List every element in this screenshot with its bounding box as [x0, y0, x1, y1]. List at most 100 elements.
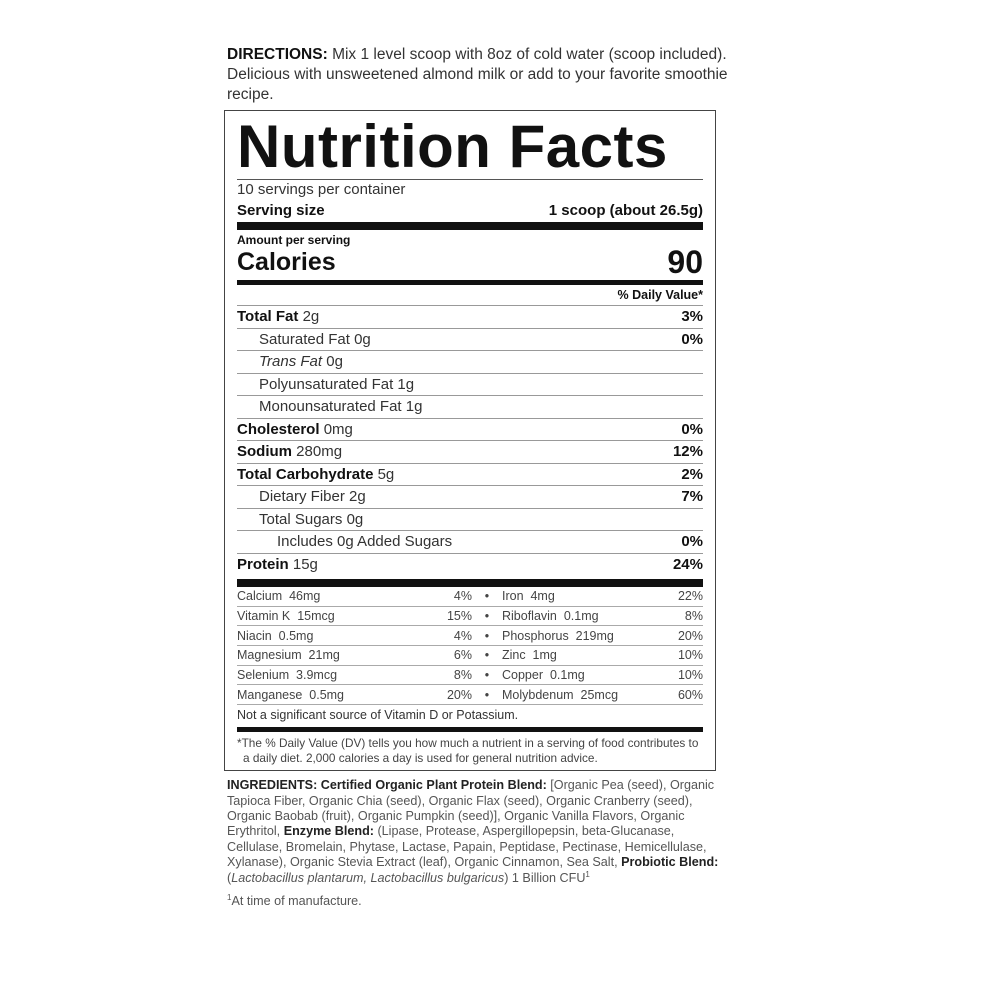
nutrient-amount: 5g — [377, 465, 395, 483]
nutrient-list: Total Fat 2g 3% Saturated Fat 0g 0% Trans Fa… — [237, 305, 703, 575]
nutrient-name: Cholesterol 0mg — [237, 421, 353, 438]
nutrient-row: Polyunsaturated Fat 1g — [237, 372, 703, 396]
nutrient-daily-value: 2% — [681, 465, 703, 483]
nutrient-amount: 0g — [346, 510, 364, 528]
micronutrient-right: Molybdenum 25mcg — [502, 687, 619, 702]
probiotic-open: ( — [227, 870, 232, 885]
nutrient-label: Monounsaturated Fat — [259, 398, 402, 416]
calories-label: Calories — [237, 248, 336, 276]
micronutrient-right-dv: 60% — [677, 687, 703, 702]
divider — [237, 179, 703, 180]
manufacture-footnote-text: At time of manufacture. — [231, 893, 362, 908]
amount-per-serving: Amount per serving — [237, 233, 351, 247]
nutrient-label: Total Carbohydrate — [237, 465, 374, 483]
nutrient-label: Protein — [237, 555, 289, 573]
nutrient-daily-value: 12% — [672, 443, 703, 461]
nutrient-row: Includes 0g Added Sugars 0% — [237, 530, 703, 553]
micronutrient-left: Manganese 0.5mg — [237, 687, 345, 702]
micronutrient-right-dv: 22% — [677, 589, 703, 604]
nutrient-name: Includes 0g Added Sugars — [237, 533, 452, 550]
enzyme-blend-text: (Lipase, Protease, Aspergillopepsin, bet… — [227, 824, 707, 870]
micronutrient-right-dv: 10% — [677, 668, 703, 683]
separator-dot: • — [484, 668, 490, 683]
directions-text: Mix 1 level scoop with 8oz of cold water… — [227, 46, 728, 103]
nutrient-daily-value: 3% — [681, 308, 703, 326]
protein-blend-label: Certified Organic Plant Protein Blend: — [320, 778, 547, 793]
nutrient-daily-value: 0% — [681, 330, 703, 348]
micronutrient-right: Zinc 1mg — [502, 648, 557, 663]
page: DIRECTIONS: Mix 1 level scoop with 8oz o… — [224, 45, 729, 909]
micronutrient-left-dv: 4% — [453, 628, 472, 643]
micronutrient-row: Calcium 46mg 4% • Iron 4mg 22% — [237, 587, 703, 607]
serving-size-row: Serving size 1 scoop (about 26.5g) — [237, 200, 703, 222]
calories-value: 90 — [667, 244, 703, 280]
nutrient-name: Polyunsaturated Fat 1g — [237, 376, 414, 393]
nutrient-daily-value: 7% — [681, 488, 703, 506]
nutrient-row: Total Sugars 0g — [237, 507, 703, 531]
micronutrient-left: Magnesium 21mg — [237, 648, 340, 663]
nutrient-label: Trans Fat — [259, 353, 323, 371]
directions-label: DIRECTIONS: — [227, 46, 328, 63]
nutrient-row: Total Carbohydrate 5g 2% — [237, 462, 703, 486]
serving-size-value: 1 scoop (about 26.5g) — [548, 202, 703, 219]
nutrient-row: Cholesterol 0mg 0% — [237, 417, 703, 441]
nutrient-label: Polyunsaturated Fat — [259, 375, 394, 393]
nutrient-name: Monounsaturated Fat 1g — [237, 398, 422, 415]
micronutrient-left: Selenium 3.9mcg — [237, 668, 338, 683]
nutrient-amount: 280mg — [296, 443, 343, 461]
thick-divider — [237, 579, 703, 587]
medium-divider — [237, 727, 703, 733]
nutrient-amount: 2g — [349, 488, 366, 506]
nutrient-name: Dietary Fiber 2g — [237, 488, 366, 505]
micronutrient-right-dv: 8% — [684, 609, 703, 624]
nutrient-name: Sodium 280mg — [237, 443, 342, 460]
nutrient-amount: 2g — [302, 308, 320, 326]
nutrient-amount: 0g — [354, 330, 371, 348]
nutrient-label: Sodium — [237, 443, 292, 461]
ingredients-label: INGREDIENTS: — [227, 778, 318, 793]
separator-dot: • — [484, 648, 490, 663]
micronutrient-left-dv: 15% — [446, 609, 472, 624]
probiotic-text: ) 1 Billion CFU — [504, 870, 586, 885]
nutrient-amount: 0g — [326, 353, 343, 371]
directions: DIRECTIONS: Mix 1 level scoop with 8oz o… — [224, 45, 729, 105]
calories-row: Calories 90 — [237, 244, 703, 280]
micronutrient-list: Calcium 46mg 4% • Iron 4mg 22% Vitamin K 15mc… — [237, 587, 703, 706]
nutrient-amount: 15g — [292, 555, 318, 573]
nutrient-daily-value: 0% — [681, 533, 703, 551]
nutrient-label: Total Fat — [237, 308, 299, 326]
probiotic-blend-label: Probiotic Blend: — [621, 855, 719, 870]
nutrient-name: Total Sugars 0g — [237, 511, 363, 528]
panel-title: Nutrition Facts — [237, 113, 668, 180]
daily-value-footnote: *The % Daily Value (DV) tells you how mu… — [237, 736, 699, 766]
manufacture-footnote: 1At time of manufacture. — [224, 892, 729, 909]
micronutrient-row: Magnesium 21mg 6% • Zinc 1mg 10% — [237, 646, 703, 666]
micronutrient-right: Riboflavin 0.1mg — [502, 609, 599, 624]
micronutrient-left: Vitamin K 15mcg — [237, 609, 335, 624]
micronutrient-right: Iron 4mg — [502, 589, 555, 604]
nutrient-label: Cholesterol — [237, 420, 320, 438]
micronutrient-left: Niacin 0.5mg — [237, 628, 314, 643]
nutrient-name: Saturated Fat 0g — [237, 331, 371, 348]
micronutrient-row: Vitamin K 15mcg 15% • Riboflavin 0.1mg 8% — [237, 607, 703, 627]
separator-dot: • — [484, 589, 490, 604]
nutrient-name: Total Carbohydrate 5g — [237, 466, 394, 483]
probiotic-strains: Lactobacillus plantarum, Lactobacillus b… — [231, 870, 505, 885]
footnote-marker: 1 — [227, 892, 232, 902]
ingredients: INGREDIENTS: Certified Organic Plant Pro… — [224, 778, 724, 886]
nutrition-facts-panel: Nutrition Facts 10 servings per containe… — [224, 110, 716, 772]
micronutrient-right-dv: 10% — [677, 648, 703, 663]
nutrient-name: Total Fat 2g — [237, 308, 319, 325]
micronutrient-left-dv: 4% — [453, 589, 472, 604]
micronutrient-left-dv: 20% — [446, 687, 472, 702]
nutrient-amount: 0mg — [323, 420, 353, 438]
separator-dot: • — [484, 628, 490, 643]
separator-dot: • — [484, 609, 490, 624]
daily-value-header: % Daily Value* — [617, 288, 703, 302]
nutrient-amount: 1g — [397, 375, 415, 393]
nutrient-label: Saturated Fat — [259, 330, 350, 348]
micronutrient-left-dv: 8% — [453, 668, 472, 683]
nutrient-row: Saturated Fat 0g 0% — [237, 327, 703, 351]
nutrient-label: Includes 0g Added Sugars — [277, 533, 453, 551]
micronutrient-right-dv: 20% — [677, 628, 703, 643]
